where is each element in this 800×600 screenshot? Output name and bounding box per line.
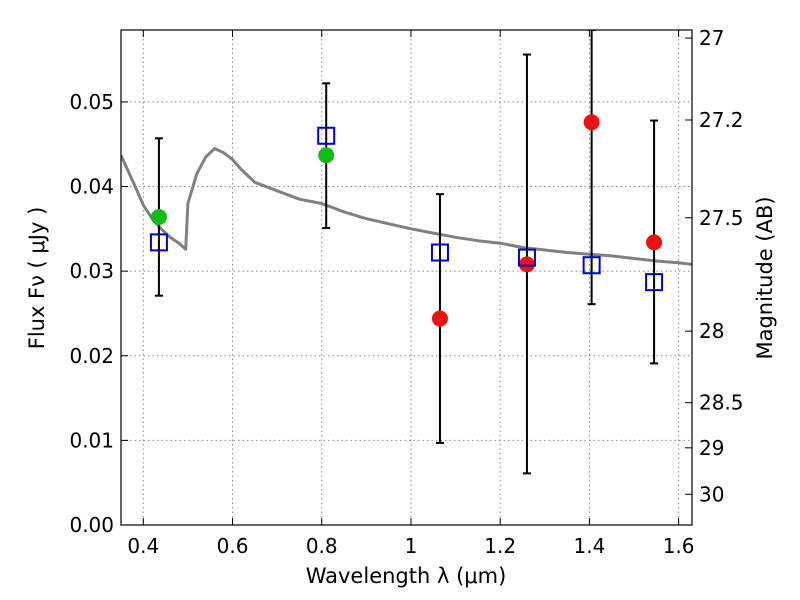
observed-flux-point — [150, 209, 167, 225]
y-tick-label: 0.03 — [69, 259, 114, 283]
model-flux-square — [317, 126, 336, 145]
model-flux-square — [582, 256, 601, 275]
template-spectrum-line — [121, 147, 692, 266]
y-tick-label: 0.00 — [69, 513, 114, 537]
y2-axis-label: Magnitude (AB) — [753, 196, 777, 359]
y2-tick-label: 27.2 — [699, 108, 744, 132]
plot-frame — [120, 29, 693, 526]
y2-tick-label: 27.5 — [699, 206, 744, 230]
y2-tick-label: 30 — [699, 482, 724, 506]
model-flux-square — [430, 243, 449, 262]
x-tick-label: 1.2 — [484, 534, 516, 558]
x-tick-label: 0.4 — [127, 534, 159, 558]
observed-flux-point — [583, 114, 600, 131]
y-tick-label: 0.05 — [69, 90, 114, 114]
data-layer — [121, 30, 692, 475]
y-axis-label: Flux Fν ( μJy ) — [25, 207, 49, 350]
observed-flux-point — [646, 234, 663, 251]
plot-background — [121, 30, 692, 525]
model-flux-square — [149, 233, 168, 252]
observed-flux-point — [518, 256, 535, 273]
y2-tick-label: 28.5 — [699, 391, 744, 415]
plot-area — [121, 30, 692, 475]
x-tick-label: 1 — [405, 534, 418, 558]
y2-tick-label: 29 — [699, 436, 724, 460]
observed-flux-point — [318, 147, 335, 164]
y-tick-label: 0.01 — [69, 428, 114, 452]
y2-tick-label: 28 — [699, 319, 724, 343]
observed-flux-point — [431, 310, 448, 327]
x-tick-label: 1.6 — [663, 534, 695, 558]
model-flux-square — [645, 273, 664, 292]
y-tick-label: 0.02 — [69, 344, 114, 368]
y2-tick-label: 27 — [699, 26, 724, 50]
x-tick-label: 0.6 — [217, 534, 249, 558]
x-tick-label: 0.8 — [306, 534, 338, 558]
x-axis-label: Wavelength λ (μm) — [306, 564, 507, 588]
x-tick-label: 1.4 — [573, 534, 605, 558]
axes: 0.4 0.6 0.8 1 1.2 1.4 1.6 0.00 0.01 0.02 0.03 0.04 0… — [69, 26, 743, 558]
grid — [121, 30, 692, 526]
y-tick-label: 0.04 — [69, 175, 114, 199]
model-flux-square — [517, 248, 536, 267]
